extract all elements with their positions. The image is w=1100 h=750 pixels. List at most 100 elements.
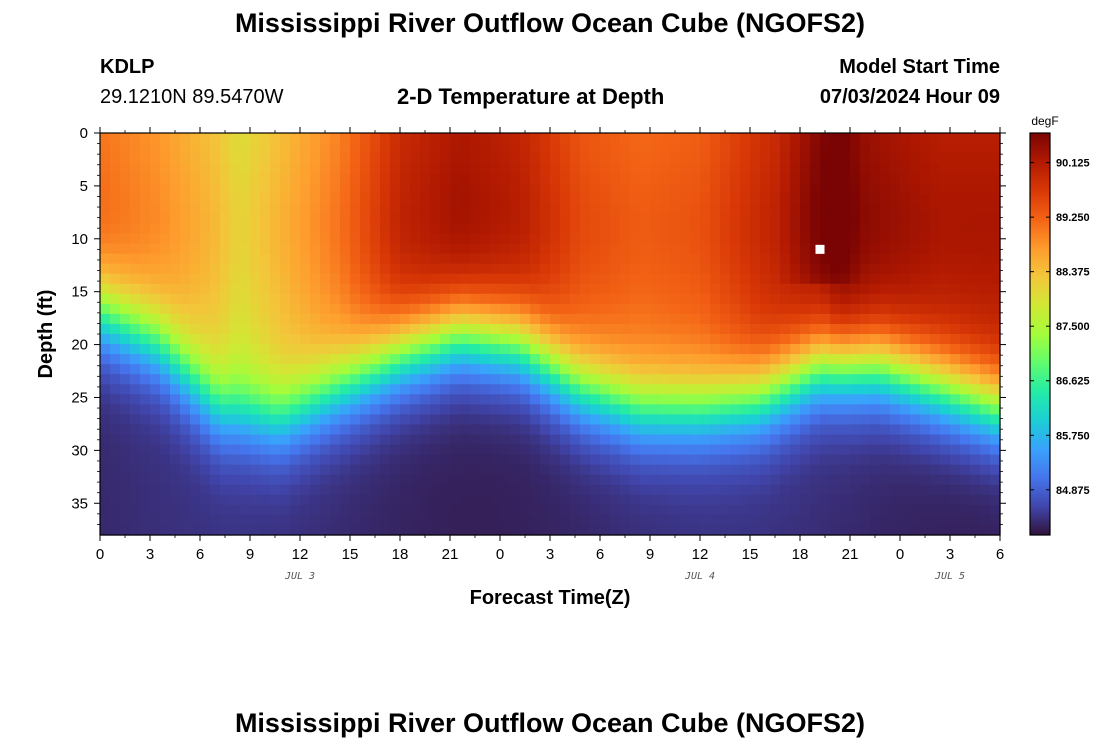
heatmap-cell [450,364,461,375]
heatmap-cell [910,293,921,305]
heatmap-cell [420,233,431,245]
heatmap-cell [550,313,561,325]
heatmap-cell [630,354,641,365]
heatmap-cell [810,364,821,375]
heatmap-cell [950,454,961,466]
heatmap-cell [440,133,451,144]
heatmap-cell [660,133,671,144]
heatmap-cell [910,203,921,214]
heatmap-cell [620,323,631,335]
heatmap-cell [770,514,781,526]
heatmap-cell [780,444,791,456]
heatmap-cell [320,504,331,516]
heatmap-cell [300,293,311,305]
heatmap-cell [560,364,571,375]
heatmap-cell [660,474,671,486]
heatmap-cell [780,193,791,204]
heatmap-cell [190,203,201,214]
heatmap-cell [630,163,641,174]
heatmap-cell [490,454,501,466]
heatmap-cell [970,213,981,225]
heatmap-cell [870,273,881,285]
heatmap-cell [600,283,611,295]
heatmap-cell [250,334,261,345]
heatmap-cell [880,143,891,154]
heatmap-cell [620,414,631,426]
heatmap-cell [350,454,361,466]
heatmap-cell [620,163,631,174]
heatmap-cell [480,514,491,526]
heatmap-cell [990,524,1001,536]
heatmap-cell [580,193,591,204]
heatmap-cell [400,303,411,315]
heatmap-cell [380,163,391,174]
heatmap-cell [450,323,461,335]
heatmap-cell [560,263,571,275]
date-label: JUL 5 [934,571,965,582]
heatmap-cell [340,283,351,295]
heatmap-cell [830,344,841,355]
heatmap-cell [590,474,601,486]
colorbar-tick-label: 85.750 [1056,430,1090,442]
colorbar-units: degF [1031,114,1058,128]
heatmap-cell [160,203,171,214]
heatmap-cell [570,374,581,385]
heatmap-cell [430,263,441,275]
heatmap-cell [840,404,851,415]
heatmap-cell [860,404,871,415]
heatmap-cell [410,414,421,426]
heatmap-cell [690,283,701,295]
heatmap-cell [790,414,801,426]
heatmap-cell [170,404,181,415]
heatmap-cell [910,344,921,355]
heatmap-cell [690,454,701,466]
heatmap-cell [600,364,611,375]
heatmap-cell [530,253,541,265]
heatmap-cell [320,273,331,285]
heatmap-cell [720,223,731,235]
heatmap-cell [780,323,791,335]
heatmap-cell [390,223,401,235]
heatmap-cell [550,163,561,174]
heatmap-cell [340,323,351,335]
heatmap-cell [960,153,971,164]
heatmap-cell [820,464,831,476]
heatmap-cell [940,474,951,486]
heatmap-cell [790,354,801,365]
heatmap-cell [860,394,871,405]
heatmap-cell [530,293,541,305]
heatmap-cell [650,514,661,526]
heatmap-cell [620,243,631,255]
heatmap-cell [300,243,311,255]
heatmap-cell [670,143,681,154]
heatmap-cell [990,394,1001,405]
heatmap-cell [530,364,541,375]
heatmap-cell [270,133,281,144]
heatmap-cell [570,303,581,315]
heatmap-cell [780,354,791,365]
heatmap-cell [380,233,391,245]
heatmap-cell [720,213,731,225]
heatmap-cell [540,524,551,536]
heatmap-cell [200,133,211,144]
heatmap-cell [280,434,291,446]
heatmap-cell [440,384,451,395]
heatmap-cell [740,263,751,275]
heatmap-cell [640,183,651,194]
heatmap-cell [320,283,331,295]
heatmap-cell [770,173,781,184]
heatmap-cell [250,364,261,375]
heatmap-cell [540,384,551,395]
heatmap-cell [770,394,781,405]
heatmap-cell [880,424,891,436]
heatmap-cell [340,153,351,164]
heatmap-cell [770,303,781,315]
heatmap-cell [720,313,731,325]
heatmap-cell [160,414,171,426]
heatmap-cell [600,263,611,275]
heatmap-cell [750,504,761,516]
heatmap-cell [170,153,181,164]
heatmap-cell [630,414,641,426]
heatmap-cell [160,354,171,365]
heatmap-cell [670,223,681,235]
